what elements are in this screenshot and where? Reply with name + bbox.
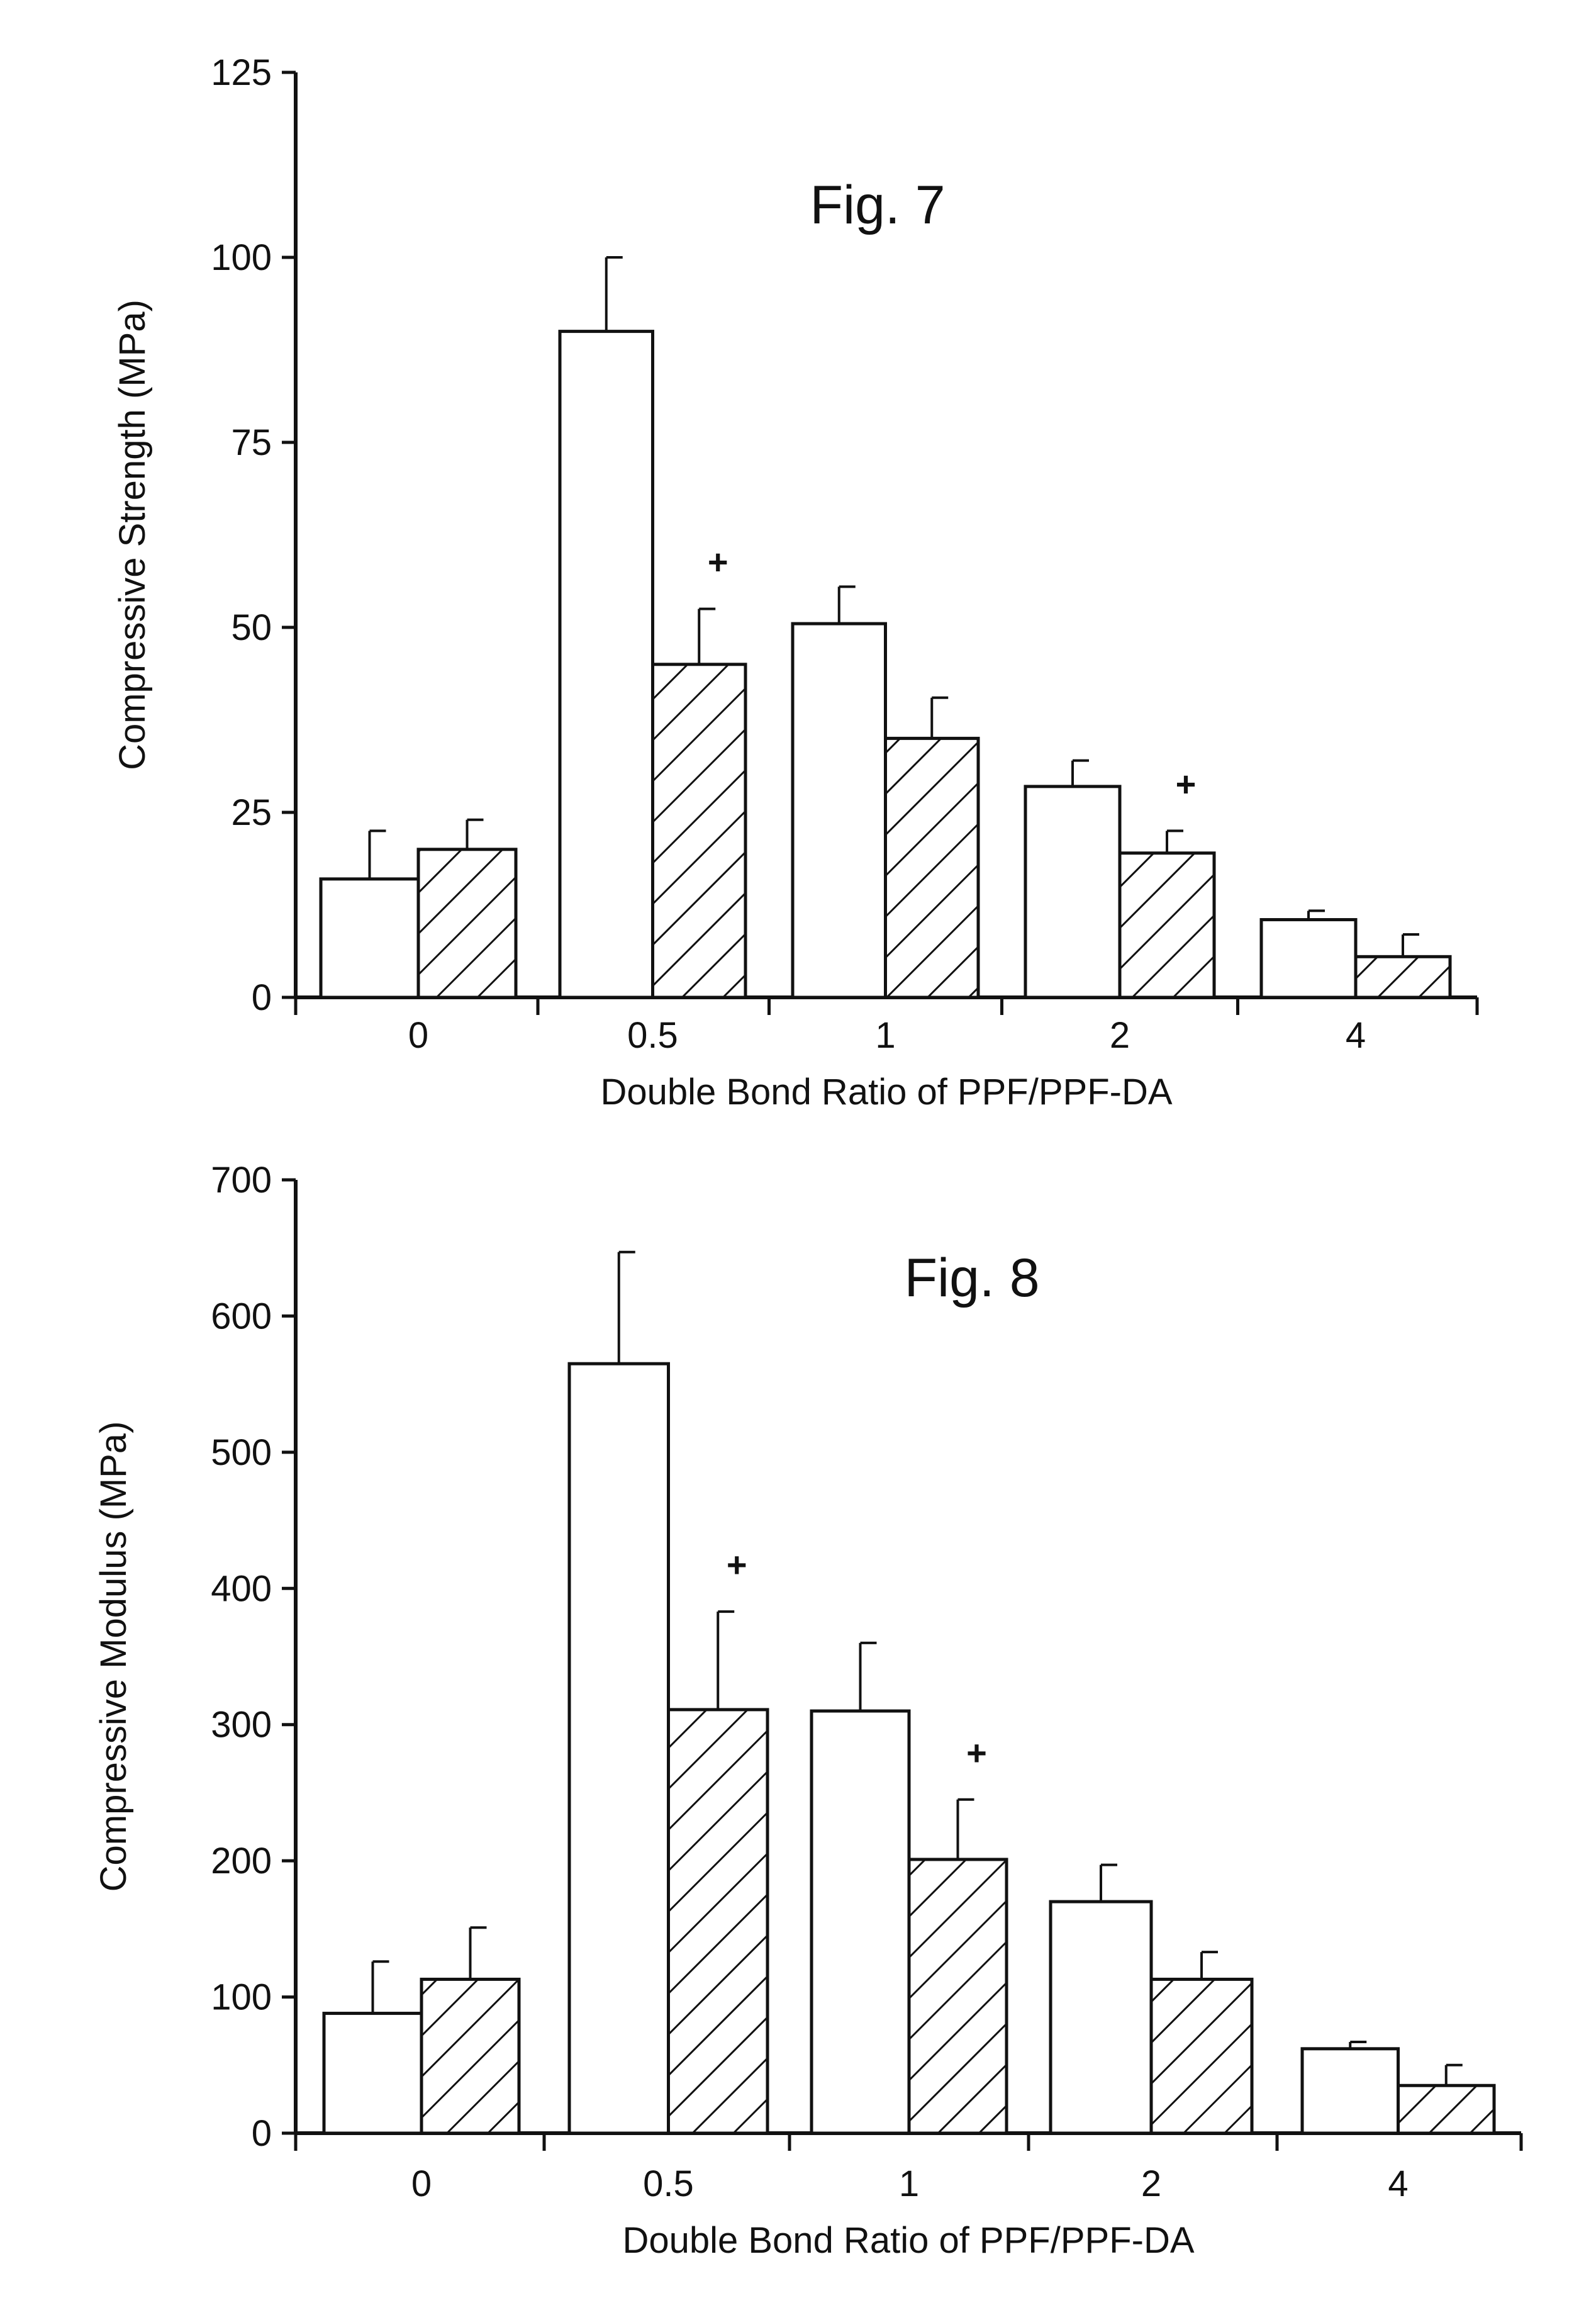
fig7-chart: 0 25 50 75 100 125 0 0.5 1 2 4 + + Fig. 7 Double Bond … (112, 52, 1479, 1113)
fig7-y-tick-label: 25 (231, 792, 272, 833)
fig8-y-tick-label: 400 (211, 1568, 272, 1609)
fig8-bar-hatched-4 (1397, 2083, 1496, 2135)
fig7-bar-open-2 (1024, 785, 1122, 999)
fig7-category-label: 1 (875, 1015, 895, 1056)
fig7-y-tick-label: 50 (231, 607, 272, 648)
fig7-bar-hatched-1 (884, 736, 980, 999)
fig8-category-label: 0.5 (643, 2163, 694, 2204)
fig8-bar-open-4 (1300, 2047, 1400, 2135)
fig7-category-label: 0 (408, 1015, 428, 1056)
fig7-y-tick-label: 75 (231, 422, 272, 463)
fig7-significance-marker: + (1176, 764, 1197, 804)
fig8-y-tick-label: 0 (252, 2113, 272, 2154)
fig8-y-axis-title: Compressive Modulus (MPa) (93, 1421, 134, 1892)
fig7-bar-hatched-4 (1354, 955, 1452, 999)
fig8-bar-hatched-1 (907, 1858, 1008, 2135)
fig7-bar-open-4 (1259, 918, 1358, 999)
fig8-y-tick-label: 600 (211, 1296, 272, 1337)
fig7-significance-marker: + (708, 542, 728, 582)
fig8-significance-marker: + (727, 1545, 747, 1584)
fig7-y-tick-label: 0 (252, 977, 272, 1018)
fig7-category-label: 4 (1346, 1015, 1366, 1056)
fig8-x-axis-title: Double Bond Ratio of PPF/PPF-DA (622, 2220, 1194, 2261)
fig7-bar-open-0.5 (558, 330, 654, 999)
fig8-bar-open-1 (810, 1709, 911, 2135)
fig7-y-tick-label: 125 (211, 52, 272, 93)
fig7-category-label: 0.5 (627, 1015, 678, 1056)
fig7-title: Fig. 7 (810, 175, 945, 235)
fig8-chart: 0 100 200 300 400 500 600 700 0 0.5 1 2 4 + + Fig. 8 Dou… (93, 1160, 1523, 2261)
fig7-bar-open-0 (319, 877, 420, 999)
fig8-y-tick-label: 100 (211, 1977, 272, 2018)
fig7-bar-hatched-2 (1118, 851, 1216, 999)
fig7-bar-hatched-0 (416, 848, 518, 999)
fig8-significance-marker: + (966, 1733, 987, 1773)
fig7-y-axis-title: Compressive Strength (MPa) (112, 300, 153, 770)
fig8-category-label: 1 (899, 2163, 919, 2204)
fig8-bar-open-2 (1049, 1900, 1153, 2135)
fig7-category-label: 2 (1110, 1015, 1130, 1056)
fig7-bar-hatched-0.5 (651, 663, 747, 999)
fig8-title: Fig. 8 (904, 1248, 1039, 1308)
fig7-x-axis-title: Double Bond Ratio of PPF/PPF-DA (600, 1072, 1172, 1113)
fig8-bar-hatched-0 (420, 1977, 521, 2135)
fig8-bar-hatched-2 (1149, 1977, 1254, 2135)
fig8-y-tick-label: 700 (211, 1160, 272, 1201)
fig8-bar-open-0.5 (567, 1362, 670, 2135)
fig7-bar-open-1 (791, 622, 887, 999)
fig8-y-tick-label: 500 (211, 1432, 272, 1473)
fig7-y-tick-label: 100 (211, 237, 272, 278)
fig8-category-label: 4 (1388, 2163, 1408, 2204)
fig8-y-tick-label: 200 (211, 1841, 272, 1881)
fig8-bar-hatched-0.5 (667, 1708, 769, 2135)
fig8-category-label: 0 (411, 2163, 432, 2204)
fig8-category-label: 2 (1141, 2163, 1161, 2204)
fig8-bar-open-0 (322, 2012, 423, 2135)
fig8-y-tick-label: 300 (211, 1705, 272, 1746)
